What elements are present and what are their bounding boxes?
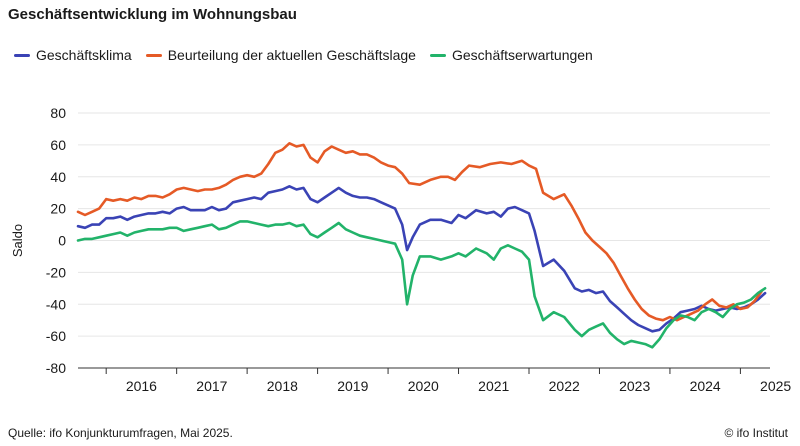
x-tick-label: 2018: [267, 378, 298, 394]
x-tick-label: 2024: [690, 378, 721, 394]
series-line-lage: [76, 142, 763, 322]
y-tick-label: -80: [46, 360, 66, 376]
legend-label-erwartungen: Geschäftserwartungen: [451, 47, 593, 63]
y-tick-label: -60: [46, 328, 66, 344]
y-tick-label: -20: [46, 264, 66, 280]
legend-swatch-erwartungen: [429, 53, 446, 57]
legend-item-lage: Beurteilung der aktuellen Geschäftslage: [145, 47, 416, 63]
legend-item-erwartungen: Geschäftserwartungen: [429, 47, 593, 63]
legend-label-lage: Beurteilung der aktuellen Geschäftslage: [167, 47, 416, 63]
y-axis-label: Saldo: [10, 224, 25, 257]
y-tick-label: 0: [58, 233, 66, 249]
x-tick-label: 2025: [760, 378, 791, 394]
y-tick-label: 80: [50, 105, 66, 121]
x-tick-label: 2016: [126, 378, 157, 394]
series-line-erwartungen: [76, 220, 767, 349]
legend-item-klima: Geschäftsklima: [14, 47, 132, 63]
legend-swatch-klima: [14, 53, 30, 57]
x-tick-label: 2019: [337, 378, 368, 394]
axes: 80 60 40 20 0 -20 -40 -60 -80 Saldo 2016 2017 2018 20…: [10, 105, 791, 394]
x-tick-label: 2022: [549, 378, 580, 394]
copyright-note: © ifo Institut: [724, 426, 788, 440]
legend-label-klima: Geschäftsklima: [36, 47, 132, 63]
series-line-klima: [76, 185, 767, 333]
x-tick-label: 2023: [619, 378, 650, 394]
source-note: Quelle: ifo Konjunkturumfragen, Mai 2025…: [8, 426, 233, 440]
y-tick-label: 60: [50, 137, 66, 153]
x-tick-label: 2017: [196, 378, 227, 394]
grid-lines: [78, 112, 770, 369]
legend-swatch-lage: [145, 53, 162, 57]
y-tick-label: 20: [50, 201, 66, 217]
x-tick-label: 2021: [478, 378, 509, 394]
x-tick-label: 2020: [408, 378, 439, 394]
chart-legend: Geschäftsklima Beurteilung der aktuellen…: [14, 47, 607, 63]
y-tick-label: 40: [50, 169, 66, 185]
data-series: [76, 142, 767, 349]
y-tick-label: -40: [46, 296, 66, 312]
chart-title: Geschäftsentwicklung im Wohnungsbau: [8, 6, 297, 23]
